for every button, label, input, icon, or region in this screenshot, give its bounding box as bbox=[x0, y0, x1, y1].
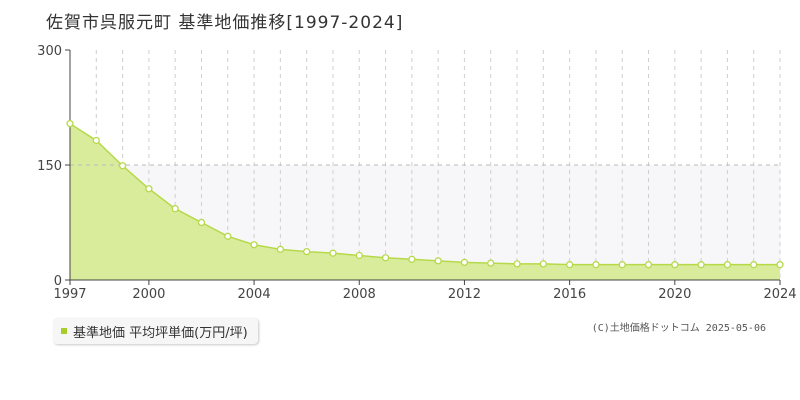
data-point bbox=[329, 249, 337, 257]
x-tick-label: 2008 bbox=[343, 287, 376, 302]
data-point bbox=[644, 261, 653, 269]
x-tick-label: 2012 bbox=[448, 287, 481, 302]
x-tick-label: 1997 bbox=[53, 287, 86, 302]
data-point bbox=[539, 260, 547, 268]
data-point bbox=[750, 261, 758, 269]
data-point bbox=[303, 247, 311, 256]
data-point bbox=[118, 162, 127, 170]
plot-bg-upper bbox=[70, 50, 780, 165]
data-point bbox=[434, 257, 442, 265]
series-line bbox=[69, 122, 780, 266]
data-point bbox=[381, 254, 390, 262]
x-tick-label: 2000 bbox=[132, 287, 165, 302]
data-point bbox=[487, 259, 495, 267]
data-point bbox=[697, 261, 705, 269]
data-point bbox=[460, 258, 469, 267]
data-point bbox=[408, 255, 416, 263]
data-point bbox=[276, 245, 285, 253]
copyright: (C)土地価格ドットコム 2025-05-06 bbox=[591, 323, 766, 334]
data-point bbox=[224, 232, 232, 240]
data-point bbox=[776, 261, 784, 269]
data-point bbox=[565, 261, 574, 269]
chart-title: 佐賀市呉服元町 基準地価推移[1997-2024] bbox=[46, 13, 404, 33]
data-point bbox=[197, 218, 206, 227]
y-tick-label: 150 bbox=[37, 159, 62, 174]
data-point bbox=[723, 261, 732, 269]
data-point bbox=[250, 241, 258, 249]
legend-swatch bbox=[61, 328, 67, 334]
data-point bbox=[92, 136, 100, 145]
y-tick-label: 300 bbox=[37, 44, 62, 59]
legend-label: 基準地価 平均坪単価(万円/坪) bbox=[73, 325, 248, 341]
data-point bbox=[171, 205, 179, 213]
data-point bbox=[618, 261, 626, 269]
y-tick-label: 0 bbox=[54, 274, 62, 289]
x-tick-label: 2020 bbox=[658, 287, 691, 302]
x-tick-label: 2004 bbox=[238, 287, 271, 302]
data-point bbox=[145, 185, 153, 193]
series-area bbox=[70, 123, 780, 280]
x-tick-label: 2016 bbox=[553, 287, 586, 302]
legend: 基準地価 平均坪単価(万円/坪) bbox=[53, 318, 258, 344]
data-point bbox=[355, 251, 363, 260]
x-tick-label: 2024 bbox=[763, 287, 796, 302]
data-point bbox=[671, 261, 679, 269]
data-point bbox=[66, 119, 74, 128]
data-point bbox=[513, 260, 521, 268]
data-point bbox=[592, 261, 600, 269]
